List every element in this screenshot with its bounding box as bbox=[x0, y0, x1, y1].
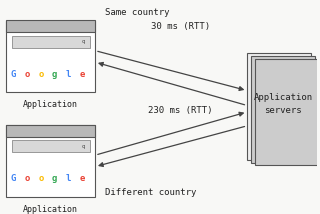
FancyBboxPatch shape bbox=[6, 21, 95, 92]
FancyBboxPatch shape bbox=[6, 125, 95, 137]
Text: G: G bbox=[11, 174, 16, 183]
Text: Application
servers: Application servers bbox=[253, 93, 313, 115]
Text: Application: Application bbox=[23, 100, 78, 109]
Text: o: o bbox=[38, 174, 44, 183]
Text: Different country: Different country bbox=[105, 188, 196, 197]
Text: Application: Application bbox=[23, 205, 78, 214]
FancyBboxPatch shape bbox=[255, 59, 319, 165]
Text: g: g bbox=[52, 70, 57, 79]
Text: e: e bbox=[80, 70, 85, 79]
Text: G: G bbox=[11, 70, 16, 79]
Text: q: q bbox=[82, 144, 85, 149]
Text: 230 ms (RTT): 230 ms (RTT) bbox=[148, 106, 213, 115]
FancyBboxPatch shape bbox=[12, 36, 90, 48]
Text: o: o bbox=[38, 70, 44, 79]
FancyBboxPatch shape bbox=[6, 21, 95, 32]
Text: g: g bbox=[52, 174, 57, 183]
Text: o: o bbox=[25, 70, 30, 79]
Text: l: l bbox=[66, 174, 71, 183]
Text: Same country: Same country bbox=[105, 8, 169, 17]
Text: e: e bbox=[80, 174, 85, 183]
Text: 30 ms (RTT): 30 ms (RTT) bbox=[151, 22, 210, 31]
Text: q: q bbox=[82, 39, 85, 44]
Text: l: l bbox=[66, 70, 71, 79]
Text: o: o bbox=[25, 174, 30, 183]
FancyBboxPatch shape bbox=[6, 125, 95, 197]
FancyBboxPatch shape bbox=[12, 140, 90, 152]
FancyBboxPatch shape bbox=[251, 56, 315, 163]
FancyBboxPatch shape bbox=[247, 53, 311, 160]
